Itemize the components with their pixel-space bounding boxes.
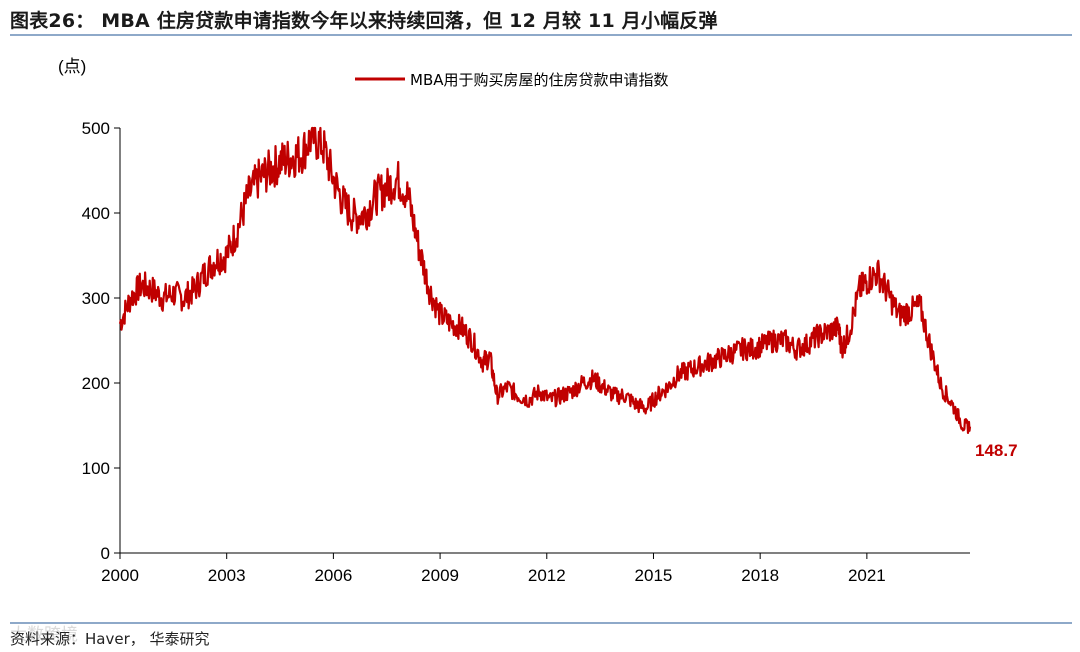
- y-tick-label: 300: [82, 289, 110, 308]
- x-tick-label: 2015: [635, 566, 673, 585]
- x-tick-label: 2018: [741, 566, 779, 585]
- y-tick-label: 200: [82, 374, 110, 393]
- x-tick-label: 2006: [314, 566, 352, 585]
- y-tick-label: 500: [82, 119, 110, 138]
- x-axis: 2000 2003 2006 2009 2012 2015 2018 2021: [101, 552, 970, 585]
- y-axis-unit-label: (点): [58, 57, 86, 76]
- x-tick-label: 2021: [848, 566, 886, 585]
- bottom-divider: [10, 622, 1072, 624]
- end-value-label: 148.7: [975, 441, 1018, 460]
- legend-label: MBA用于购买房屋的住房贷款申请指数: [410, 71, 669, 89]
- y-tick-label: 400: [82, 204, 110, 223]
- x-tick-label: 2009: [421, 566, 459, 585]
- series-line-mba-purchase-index: [118, 126, 972, 434]
- y-tick-label: 0: [101, 544, 110, 563]
- top-divider: [10, 34, 1072, 36]
- chart-title: 图表26： MBA 住房贷款申请指数今年以来持续回落，但 12 月较 11 月小…: [10, 10, 718, 32]
- source-note: 资料来源：Haver， 华泰研究: [10, 630, 210, 648]
- watermark-logo: 大数跨境: [10, 625, 78, 645]
- y-tick-label: 100: [82, 459, 110, 478]
- x-tick-label: 2000: [101, 566, 139, 585]
- x-tick-label: 2003: [208, 566, 246, 585]
- legend: MBA用于购买房屋的住房贷款申请指数: [355, 71, 669, 89]
- x-tick-label: 2012: [528, 566, 566, 585]
- y-axis: 0 100 200 300 400 500: [82, 119, 121, 563]
